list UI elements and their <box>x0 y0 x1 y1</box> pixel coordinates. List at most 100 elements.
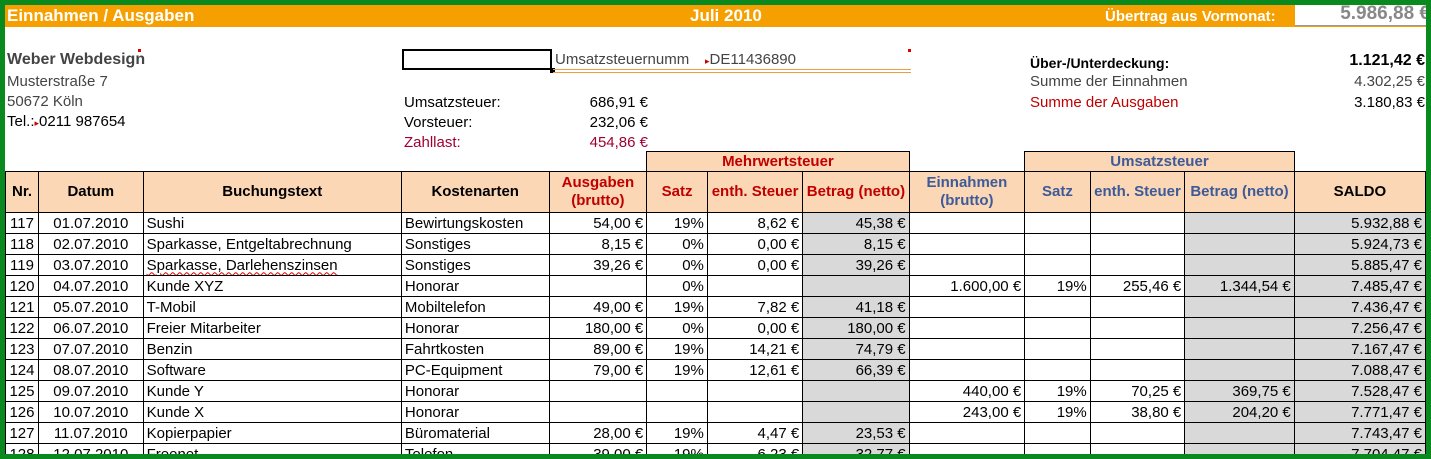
cell-kostenart[interactable]: Honorar <box>400 401 550 423</box>
cell-satz-ust[interactable] <box>1024 212 1091 234</box>
cell-satz-ust[interactable]: 19% <box>1024 380 1091 402</box>
cell-satz-mwst[interactable]: 19% <box>646 422 708 444</box>
carryover-cell[interactable]: 5.986,88 € <box>1295 5 1426 26</box>
cell-ausgaben[interactable] <box>548 401 648 423</box>
cell-buchungstext[interactable]: Sushi <box>142 212 402 234</box>
cell-betrag-netto-mwst[interactable]: 74,79 € <box>802 338 910 360</box>
cell-datum[interactable]: 06.07.2010 <box>37 317 144 339</box>
cell-betrag-netto-mwst[interactable]: 45,38 € <box>802 212 910 234</box>
cell-nr[interactable]: 120 <box>5 275 39 297</box>
cell-einnahmen[interactable] <box>908 254 1026 276</box>
cell-nr[interactable]: 123 <box>5 338 39 360</box>
tax-id-label[interactable]: Umsatzsteuernumm <box>555 51 690 68</box>
company-street[interactable]: Musterstraße 7 <box>7 73 108 90</box>
cell-satz-mwst[interactable]: 0% <box>646 233 708 255</box>
cell-satz-ust[interactable] <box>1024 296 1091 318</box>
col-header-satz-ust[interactable]: Satz <box>1024 171 1091 213</box>
fill-handle[interactable] <box>550 68 555 73</box>
col-header-satz-mwst[interactable]: Satz <box>646 171 708 213</box>
cell-saldo[interactable]: 5.885,47 € <box>1293 254 1426 276</box>
cell-satz-ust[interactable] <box>1024 422 1091 444</box>
cell-einnahmen[interactable]: 1.600,00 € <box>908 275 1026 297</box>
cell-ausgaben[interactable]: 89,00 € <box>548 338 648 360</box>
cell-enth-steuer-mwst[interactable]: 14,21 € <box>706 338 804 360</box>
cell-satz-ust[interactable]: 19% <box>1024 275 1091 297</box>
cell-nr[interactable]: 119 <box>5 254 39 276</box>
col-header-ausgaben[interactable]: Ausgaben (brutto) <box>548 171 648 213</box>
cell-einnahmen[interactable]: 440,00 € <box>908 380 1026 402</box>
cell-satz-mwst[interactable] <box>646 401 708 423</box>
cell-nr[interactable]: 128 <box>5 443 39 454</box>
cell-ausgaben[interactable]: 49,00 € <box>548 296 648 318</box>
cell-datum[interactable]: 04.07.2010 <box>37 275 144 297</box>
cell-betrag-netto-ust[interactable] <box>1184 422 1295 444</box>
cell-betrag-netto-mwst[interactable]: 23,53 € <box>802 422 910 444</box>
cell-buchungstext[interactable]: Sparkasse, Darlehenszinsen <box>142 254 402 276</box>
cell-datum[interactable]: 12.07.2010 <box>37 443 144 454</box>
col-header-enth-mwst[interactable]: enth. Steuer <box>706 171 804 213</box>
cell-buchungstext[interactable]: Software <box>142 359 402 381</box>
cell-saldo[interactable]: 7.436,47 € <box>1293 296 1426 318</box>
cell-buchungstext[interactable]: Kunde X <box>142 401 402 423</box>
cell-datum[interactable]: 02.07.2010 <box>37 233 144 255</box>
col-header-enth-ust[interactable]: enth. Steuer <box>1089 171 1186 213</box>
cell-nr[interactable]: 124 <box>5 359 39 381</box>
cell-ausgaben[interactable]: 39,00 € <box>548 443 648 454</box>
tax-id-cell[interactable]: ▸DE11436890 <box>705 51 796 68</box>
expense-sum-value[interactable]: 3.180,83 € <box>1354 94 1425 111</box>
cell-einnahmen[interactable]: 243,00 € <box>908 401 1026 423</box>
cell-kostenart[interactable]: Bewirtungskosten <box>400 212 550 234</box>
cell-ausgaben[interactable]: 79,00 € <box>548 359 648 381</box>
cell-nr[interactable]: 126 <box>5 401 39 423</box>
ust-value[interactable]: 686,91 € <box>589 94 648 111</box>
cell-enth-steuer-mwst[interactable] <box>706 401 804 423</box>
col-header-nr[interactable]: Nr. <box>5 171 39 213</box>
cell-buchungstext[interactable]: Freier Mitarbeiter <box>142 317 402 339</box>
cell-einnahmen[interactable] <box>908 443 1026 454</box>
cell-enth-steuer-ust[interactable]: 255,46 € <box>1089 275 1186 297</box>
cell-betrag-netto-ust[interactable] <box>1184 233 1295 255</box>
cell-kostenart[interactable]: Büromaterial <box>400 422 550 444</box>
cell-betrag-netto-ust[interactable]: 1.344,54 € <box>1184 275 1295 297</box>
cell-satz-mwst[interactable] <box>646 380 708 402</box>
cell-kostenart[interactable]: Honorar <box>400 380 550 402</box>
cell-enth-steuer-mwst[interactable]: 0,00 € <box>706 233 804 255</box>
cell-ausgaben[interactable]: 54,00 € <box>548 212 648 234</box>
cell-enth-steuer-mwst[interactable]: 12,61 € <box>706 359 804 381</box>
col-header-betrag-ust[interactable]: Betrag (netto) <box>1184 171 1295 213</box>
cell-ausgaben[interactable] <box>548 380 648 402</box>
cell-satz-ust[interactable] <box>1024 443 1091 454</box>
cell-betrag-netto-mwst[interactable]: 66,39 € <box>802 359 910 381</box>
cell-ausgaben[interactable] <box>548 275 648 297</box>
cell-enth-steuer-ust[interactable] <box>1089 359 1186 381</box>
cell-buchungstext[interactable]: Kunde Y <box>142 380 402 402</box>
income-sum-value[interactable]: 4.302,25 € <box>1354 73 1425 90</box>
cell-einnahmen[interactable] <box>908 359 1026 381</box>
cell-datum[interactable]: 08.07.2010 <box>37 359 144 381</box>
cell-enth-steuer-mwst[interactable]: 6,23 € <box>706 443 804 454</box>
cell-saldo[interactable]: 7.704,47 € <box>1293 443 1426 454</box>
cell-enth-steuer-ust[interactable]: 70,25 € <box>1089 380 1186 402</box>
cell-einnahmen[interactable] <box>908 212 1026 234</box>
cell-datum[interactable]: 05.07.2010 <box>37 296 144 318</box>
cell-saldo[interactable]: 7.088,47 € <box>1293 359 1426 381</box>
cell-ausgaben[interactable]: 8,15 € <box>548 233 648 255</box>
cell-enth-steuer-mwst[interactable]: 7,82 € <box>706 296 804 318</box>
cell-saldo[interactable]: 7.485,47 € <box>1293 275 1426 297</box>
cell-datum[interactable]: 03.07.2010 <box>37 254 144 276</box>
cell-satz-mwst[interactable]: 19% <box>646 443 708 454</box>
cell-enth-steuer-mwst[interactable]: 8,62 € <box>706 212 804 234</box>
cell-satz-ust[interactable] <box>1024 233 1091 255</box>
cell-satz-ust[interactable] <box>1024 317 1091 339</box>
cell-satz-mwst[interactable]: 19% <box>646 338 708 360</box>
cell-einnahmen[interactable] <box>908 233 1026 255</box>
cell-einnahmen[interactable] <box>908 422 1026 444</box>
cell-enth-steuer-ust[interactable] <box>1089 233 1186 255</box>
cell-satz-ust[interactable] <box>1024 254 1091 276</box>
cell-enth-steuer-mwst[interactable]: 0,00 € <box>706 317 804 339</box>
cell-datum[interactable]: 11.07.2010 <box>37 422 144 444</box>
cell-enth-steuer-ust[interactable] <box>1089 317 1186 339</box>
cell-saldo[interactable]: 7.256,47 € <box>1293 317 1426 339</box>
cell-buchungstext[interactable]: Freenet <box>142 443 402 454</box>
cell-satz-ust[interactable] <box>1024 338 1091 360</box>
